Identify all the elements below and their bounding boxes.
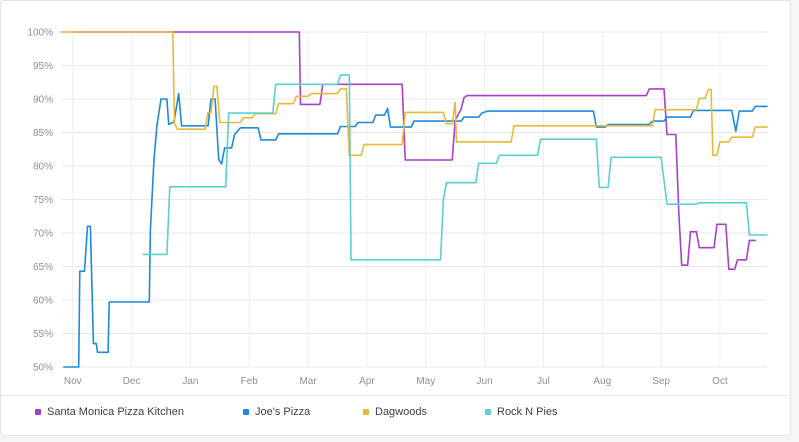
legend-label: Dagwoods (375, 406, 427, 418)
y-tick-label: 85% (33, 128, 53, 139)
legend-swatch (485, 409, 491, 415)
line-chart: 50% 55% 60% 65% 70% 75% 80% 85% 90% 95% 100% Nov De… (27, 28, 768, 387)
legend-item-santa-monica[interactable]: Santa Monica Pizza Kitchen (35, 406, 184, 418)
y-tick-label: 55% (33, 329, 53, 340)
y-tick-label: 95% (33, 61, 53, 72)
x-tick-label: Mar (299, 376, 317, 387)
legend: Santa Monica Pizza Kitchen Joe's Pizza D… (1, 395, 792, 435)
legend-item-dagwoods[interactable]: Dagwoods (363, 406, 427, 418)
x-tick-label: May (416, 376, 435, 387)
y-tick-label: 90% (33, 95, 53, 106)
series-line-joe-s-pizza (63, 92, 768, 368)
x-tick-label: Dec (123, 376, 141, 387)
x-tick-label: Sep (652, 376, 670, 387)
y-tick-label: 65% (33, 262, 53, 273)
x-tick-label: Nov (64, 376, 82, 387)
x-tick-label: Oct (712, 376, 728, 387)
legend-item-rock-n-pies[interactable]: Rock N Pies (485, 406, 558, 418)
x-tick-label: Jun (477, 376, 493, 387)
legend-label: Santa Monica Pizza Kitchen (47, 406, 184, 418)
series-line-dagwoods (60, 31, 768, 157)
y-tick-label: 75% (33, 195, 53, 206)
y-tick-label: 100% (27, 28, 53, 39)
legend-swatch (243, 409, 249, 415)
chart-card: 50% 55% 60% 65% 70% 75% 80% 85% 90% 95% 100% Nov De… (0, 0, 792, 436)
legend-label: Joe's Pizza (255, 406, 311, 418)
x-tick-label: Jan (182, 376, 198, 387)
y-tick-label: 70% (33, 229, 53, 240)
series-line-rock-n-pies (142, 74, 768, 261)
y-tick-label: 80% (33, 162, 53, 173)
y-tick-label: 60% (33, 296, 53, 307)
y-axis: 50% 55% 60% 65% 70% 75% 80% 85% 90% 95% 100% (27, 28, 53, 374)
legend-swatch (35, 409, 41, 415)
x-tick-label: Jul (537, 376, 550, 387)
x-tick-label: Apr (359, 376, 375, 387)
grid-lines (61, 31, 767, 368)
legend-item-joes-pizza[interactable]: Joe's Pizza (243, 406, 310, 418)
legend-swatch (363, 409, 369, 415)
x-tick-label: Feb (241, 376, 259, 387)
x-tick-label: Aug (593, 376, 611, 387)
y-tick-label: 50% (33, 363, 53, 374)
series-lines (60, 31, 768, 368)
series-line-santa-monica-pizza-kitchen (72, 31, 756, 270)
x-axis: Nov Dec Jan Feb Mar Apr May Jun Jul Aug Sep Oct (64, 376, 728, 387)
legend-label: Rock N Pies (497, 406, 558, 418)
